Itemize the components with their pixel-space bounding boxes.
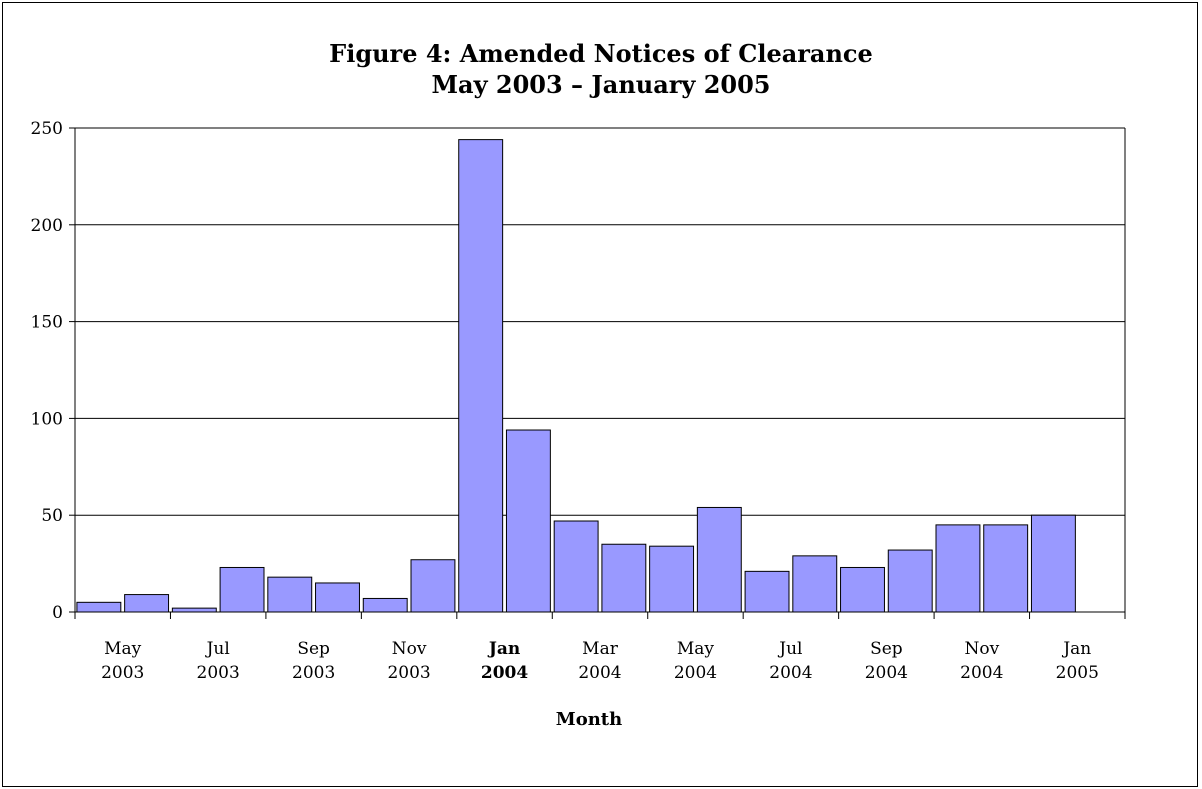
x-tick-label: Nov — [964, 639, 999, 659]
bar-jul-2004 — [744, 570, 790, 613]
x-tick-label: 2005 — [1056, 663, 1099, 683]
bar-mar-2004 — [553, 520, 599, 613]
bar-nov-2004 — [935, 524, 981, 613]
x-axis-title: Month — [556, 709, 622, 730]
x-tick-label: 2004 — [578, 663, 621, 683]
y-tick-label: 100 — [31, 409, 63, 429]
x-tick-labels: May 2003 Jul 2003 Sep 2003 Nov 2003 Jan 2004 Mar 20… — [101, 639, 1099, 683]
x-tick-label: 2004 — [674, 663, 717, 683]
bar-jun-2004 — [696, 506, 742, 613]
x-tick-label: 2003 — [387, 663, 430, 683]
bar-may-2003 — [76, 601, 122, 613]
chart-title-line2: May 2003 – January 2005 — [431, 70, 771, 99]
bar-apr-2004 — [601, 543, 647, 613]
bar-nov-2003 — [362, 597, 408, 613]
x-tick-label: Jan — [1061, 639, 1091, 659]
x-tick-label: 2004 — [481, 663, 528, 683]
bar-aug-2003 — [219, 566, 265, 613]
x-tick-label: Jul — [205, 639, 230, 659]
bar-oct-2003 — [315, 582, 360, 613]
bar-aug-2004 — [792, 555, 838, 613]
bar-jan-2005 — [1030, 514, 1076, 613]
y-tick-label: 150 — [31, 313, 63, 333]
x-tick-label: 2004 — [769, 663, 812, 683]
x-tick-label: Sep — [870, 639, 903, 659]
bar-sep-2004 — [840, 566, 885, 613]
y-tick-label: 200 — [31, 216, 63, 236]
y-tick-label: 250 — [31, 119, 63, 139]
x-tick-label: Sep — [297, 639, 330, 659]
x-tick-label: Mar — [582, 639, 619, 659]
x-tick-label: May — [677, 639, 715, 659]
bar-feb-2004 — [505, 429, 551, 613]
axes — [69, 127, 1126, 619]
x-tick-label: 2003 — [101, 663, 144, 683]
bar-sep-2003 — [267, 576, 313, 613]
bar-jun-2003 — [124, 594, 170, 613]
y-tick-labels: 0 50 100 150 200 250 — [31, 119, 63, 623]
chart-title: Figure 4: Amended Notices of Clearance M… — [0, 38, 1202, 100]
bar-may-2004 — [649, 545, 695, 613]
bar-dec-2003 — [410, 559, 456, 613]
bars — [76, 139, 1076, 613]
x-tick-label: Jul — [777, 639, 802, 659]
y-tick-label: 50 — [41, 506, 63, 526]
x-tick-label: Nov — [392, 639, 427, 659]
x-tick-label: May — [104, 639, 142, 659]
x-tick-label: 2004 — [865, 663, 908, 683]
bar-dec-2004 — [983, 524, 1029, 613]
x-tick-label: Jan — [487, 639, 520, 659]
bar-jan-2004 — [458, 139, 504, 613]
y-tick-label: 0 — [52, 603, 63, 623]
x-tick-label: 2004 — [960, 663, 1003, 683]
gridlines — [75, 127, 1125, 516]
x-tick-label: 2003 — [197, 663, 240, 683]
bar-oct-2004 — [887, 549, 933, 613]
x-tick-label: 2003 — [292, 663, 335, 683]
bar-jul-2003 — [171, 607, 217, 613]
chart-title-line1: Figure 4: Amended Notices of Clearance — [329, 39, 873, 68]
